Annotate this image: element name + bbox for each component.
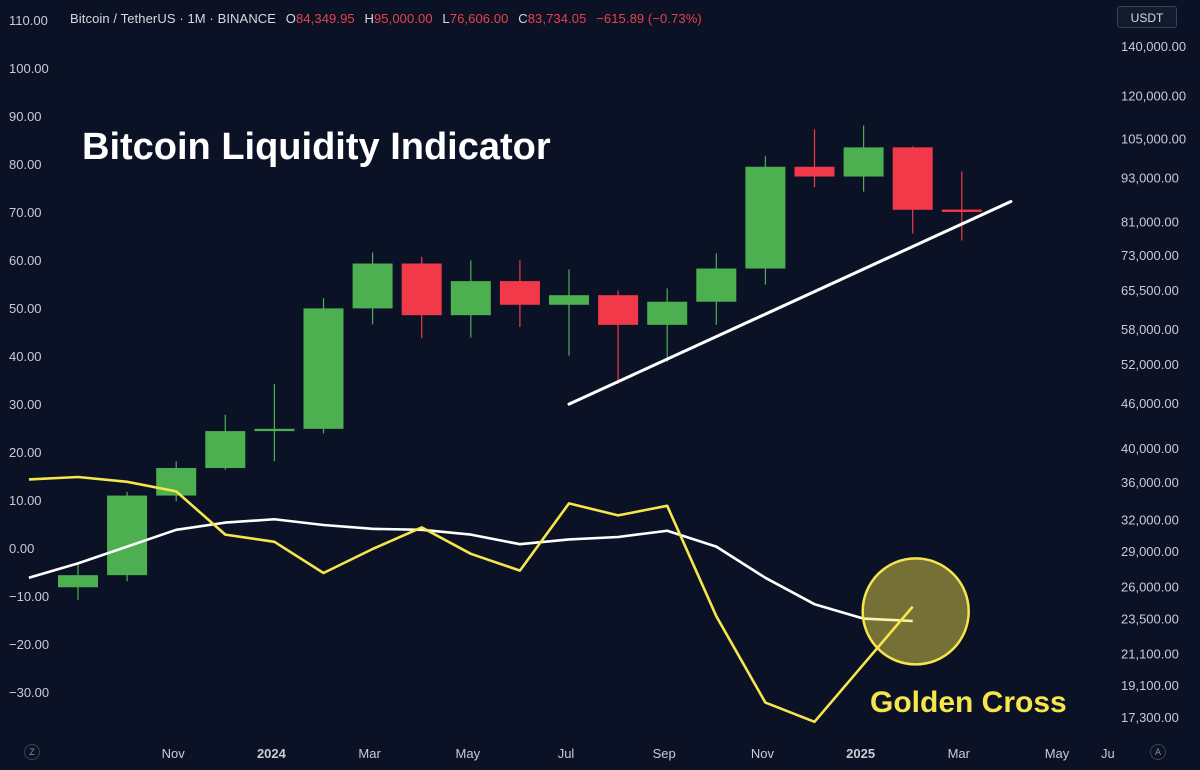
left-axis-tick-label: −30.00: [9, 685, 49, 700]
right-axis-tick-label: 19,100.00: [1121, 678, 1179, 693]
candle-body-up: [303, 308, 344, 429]
left-axis-tick-label: 50.00: [9, 301, 42, 316]
x-axis-tick-label: May: [456, 746, 481, 761]
right-axis-tick-label: 73,000.00: [1121, 248, 1179, 263]
left-axis-tick-label: 30.00: [9, 397, 42, 412]
chart-title: Bitcoin Liquidity Indicator: [82, 126, 551, 168]
candle-body-down: [598, 295, 639, 325]
left-axis-tick-label: 90.00: [9, 109, 42, 124]
change-value: −615.89 (−0.73%): [596, 11, 702, 26]
left-axis-tick-label: −10.00: [9, 589, 49, 604]
right-axis-tick-label: 46,000.00: [1121, 396, 1179, 411]
low-label: L: [442, 11, 450, 26]
right-axis-tick-label: 52,000.00: [1121, 357, 1179, 372]
golden-cross-circle: [861, 557, 970, 666]
right-axis-tick-label: 120,000.00: [1121, 88, 1186, 103]
auto-scale-button[interactable]: A: [1150, 744, 1166, 760]
right-axis-tick-label: 26,000.00: [1121, 579, 1179, 594]
right-axis-tick-label: 23,500.00: [1121, 612, 1179, 627]
close-value: 83,734.05: [527, 11, 587, 26]
candle-body-up: [696, 268, 737, 302]
right-axis-tick-label: 93,000.00: [1121, 170, 1179, 185]
right-axis-tick-label: 17,300.00: [1121, 710, 1179, 725]
right-axis-tick-label: 58,000.00: [1121, 322, 1179, 337]
left-axis-tick-label: 70.00: [9, 205, 42, 220]
candle-body-down: [401, 263, 442, 316]
x-axis-tick-label: Mar: [948, 746, 971, 761]
left-axis-tick-label: 20.00: [9, 445, 42, 460]
close-label: C: [518, 11, 528, 26]
golden-cross-label: Golden Cross: [870, 686, 1067, 719]
right-axis-tick-label: 105,000.00: [1121, 131, 1186, 146]
candle-body-up: [647, 301, 688, 325]
left-axis-tick-label: 80.00: [9, 157, 42, 172]
open-label: O: [285, 11, 297, 26]
candle-body-down: [941, 209, 982, 212]
x-axis-tick-label: Sep: [653, 746, 676, 761]
left-axis-tick-label: −20.00: [9, 637, 49, 652]
liquidity-line: [28, 475, 914, 724]
candle-body-up: [745, 166, 786, 269]
x-axis-tick-label: Nov: [751, 746, 775, 761]
left-axis-tick-label: 10.00: [9, 493, 42, 508]
right-axis-tick-label: 140,000.00: [1121, 39, 1186, 54]
left-axis-tick-label: 0.00: [9, 541, 34, 556]
symbol-header: Bitcoin / TetherUS · 1M · BINANCE O84,34…: [70, 11, 702, 26]
candle-body-down: [794, 166, 835, 177]
x-axis-tick-label: 2025: [846, 746, 875, 761]
left-axis-tick-label: 60.00: [9, 253, 42, 268]
left-axis-tick-label: 110.00: [9, 13, 48, 28]
candle-body-up: [254, 428, 295, 432]
right-axis-tick-label: 36,000.00: [1121, 475, 1179, 490]
support-trendline: [567, 200, 1013, 406]
candle-body-up: [352, 263, 393, 309]
low-value: 76,606.00: [449, 11, 509, 26]
open-value: 84,349.95: [296, 11, 355, 26]
x-axis-tick-label: Mar: [358, 746, 381, 761]
left-axis-tick-label: 100.00: [9, 61, 49, 76]
x-axis-tick-label: May: [1045, 746, 1070, 761]
candle-body-up: [205, 431, 246, 469]
right-axis-tick-label: 29,000.00: [1121, 544, 1179, 559]
candle-body-down: [892, 147, 933, 210]
x-axis-tick-label: Nov: [162, 746, 186, 761]
right-axis-tick-label: 65,500.00: [1121, 283, 1179, 298]
currency-button[interactable]: USDT: [1117, 6, 1177, 28]
x-axis-tick-label: 2024: [257, 746, 287, 761]
candle-body-down: [499, 281, 540, 305]
symbol-label: Bitcoin / TetherUS · 1M · BINANCE: [70, 11, 277, 26]
signal-line: [28, 517, 913, 623]
right-axis-tick-label: 81,000.00: [1121, 215, 1179, 230]
right-axis-tick-label: 40,000.00: [1121, 441, 1179, 456]
x-axis-tick-label: Jul: [558, 746, 575, 761]
high-label: H: [364, 11, 374, 26]
candle-body-up: [58, 575, 98, 588]
candle-body-up: [549, 295, 589, 305]
candle-body-up: [107, 495, 148, 576]
right-axis-tick-label: 32,000.00: [1121, 513, 1179, 528]
right-axis-tick-label: 21,100.00: [1121, 646, 1179, 661]
x-axis-tick-label: Ju: [1101, 746, 1115, 761]
candle-body-up: [450, 281, 491, 316]
candle-body-up: [843, 147, 884, 177]
timezone-button[interactable]: Z: [24, 744, 40, 760]
high-value: 95,000.00: [373, 11, 433, 26]
left-axis-tick-label: 40.00: [9, 349, 42, 364]
